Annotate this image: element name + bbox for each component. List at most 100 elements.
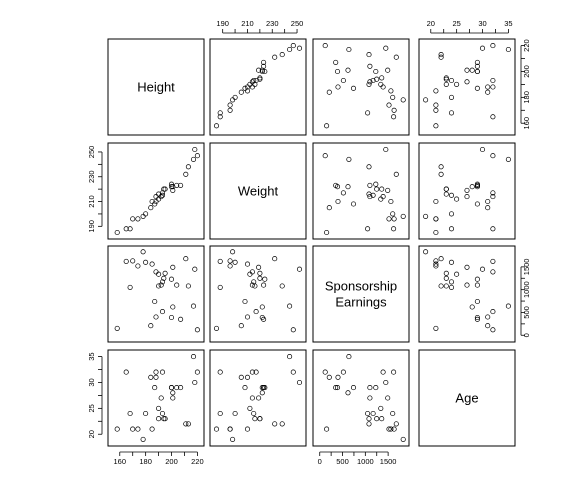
- data-point: [438, 164, 444, 170]
- data-point: [256, 395, 262, 401]
- data-point: [340, 369, 346, 375]
- data-point: [227, 258, 233, 264]
- data-point: [296, 379, 303, 386]
- tick-label: 1000: [522, 281, 531, 298]
- panel-frame: [107, 349, 205, 447]
- data-point: [366, 191, 372, 197]
- data-point: [149, 198, 155, 205]
- data-point: [433, 325, 439, 331]
- panel-frame: [107, 142, 205, 240]
- data-point: [391, 107, 397, 113]
- data-point: [259, 390, 265, 396]
- diagonal-panel-age: Age: [418, 349, 516, 447]
- data-point: [448, 77, 455, 84]
- data-point: [170, 184, 176, 190]
- data-point: [256, 264, 262, 270]
- data-point: [448, 110, 455, 116]
- data-point: [251, 410, 257, 417]
- data-point: [143, 410, 149, 417]
- data-point: [114, 325, 120, 331]
- data-point: [156, 196, 162, 202]
- bottom-axis-height: 160 180 200 220: [114, 451, 204, 466]
- data-point: [242, 298, 248, 305]
- data-point: [390, 94, 396, 100]
- data-point: [448, 279, 455, 285]
- data-point: [443, 275, 449, 281]
- tick-label: 210: [241, 19, 254, 28]
- data-point: [448, 192, 455, 198]
- diagonal-panel-weight: Weight: [209, 142, 307, 240]
- panel-frame: [209, 38, 307, 136]
- data-point: [433, 102, 439, 108]
- data-point: [335, 198, 341, 205]
- data-point: [433, 198, 439, 205]
- data-point: [252, 81, 258, 87]
- data-point: [192, 266, 198, 272]
- data-point: [158, 282, 164, 288]
- data-point: [259, 68, 265, 75]
- data-point: [374, 416, 380, 422]
- data-point: [217, 110, 223, 116]
- data-point: [127, 284, 133, 290]
- data-point: [296, 266, 303, 272]
- tick-label: 250: [291, 19, 304, 28]
- data-point: [259, 314, 265, 321]
- data-point: [272, 421, 278, 427]
- data-point: [238, 374, 244, 380]
- data-point: [490, 309, 496, 315]
- tick-label: 25: [452, 19, 460, 28]
- data-point: [185, 421, 191, 427]
- data-point: [183, 421, 189, 427]
- data-point: [433, 107, 439, 113]
- panel-frame: [209, 349, 307, 447]
- data-point: [333, 59, 339, 65]
- data-point: [373, 68, 379, 75]
- data-point: [244, 314, 251, 320]
- data-point: [423, 249, 429, 255]
- data-point: [346, 354, 352, 360]
- data-point: [485, 205, 491, 211]
- data-point: [393, 54, 399, 60]
- data-point: [290, 327, 296, 333]
- data-point: [454, 81, 460, 87]
- data-point: [345, 390, 351, 396]
- data-point: [143, 211, 149, 217]
- data-point: [366, 416, 372, 422]
- data-point: [148, 323, 154, 329]
- data-point: [448, 94, 455, 100]
- data-point: [374, 186, 380, 192]
- data-point: [227, 263, 233, 269]
- data-point: [443, 76, 449, 82]
- data-point: [227, 102, 233, 108]
- tick-label: 180: [139, 457, 152, 466]
- data-point: [350, 201, 357, 207]
- data-point: [490, 77, 496, 84]
- data-point: [346, 46, 352, 53]
- data-point: [135, 216, 141, 222]
- data-point: [249, 269, 255, 275]
- data-point: [213, 426, 220, 432]
- data-point: [272, 54, 278, 60]
- tick-label: 25: [87, 404, 96, 412]
- data-point: [259, 67, 265, 73]
- data-point: [244, 88, 251, 94]
- data-point: [474, 181, 480, 187]
- data-point: [130, 258, 136, 264]
- data-point: [464, 264, 470, 270]
- data-point: [400, 97, 406, 103]
- data-point: [335, 374, 341, 380]
- scatter-panel-height-vs-weight: [209, 38, 307, 136]
- data-point: [505, 156, 511, 162]
- scatter-panel-age-vs-sponsorship: [312, 349, 410, 447]
- data-point: [379, 186, 385, 192]
- data-point: [156, 191, 162, 197]
- panel-frame: [312, 349, 410, 447]
- data-point: [252, 416, 258, 422]
- data-point: [490, 153, 496, 159]
- data-point: [262, 385, 268, 391]
- data-point: [153, 374, 159, 380]
- data-point: [290, 369, 296, 375]
- data-point: [454, 196, 460, 202]
- data-point: [279, 421, 285, 427]
